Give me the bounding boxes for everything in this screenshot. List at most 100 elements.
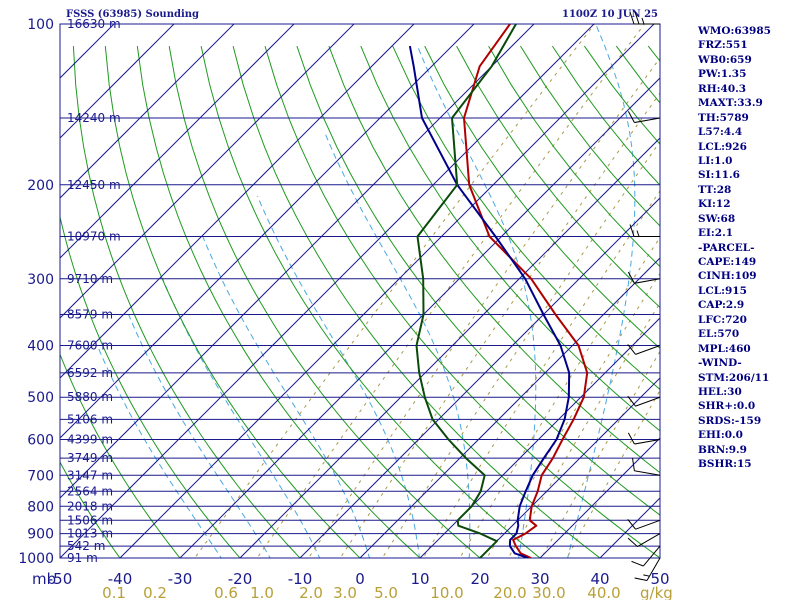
stat-line: EHI:0.0 <box>698 429 743 442</box>
wind-barb <box>634 557 661 582</box>
dry-adiabat <box>136 46 421 558</box>
isotherm <box>60 24 235 199</box>
temperature-tick-label: -10 <box>288 570 313 588</box>
wind-barb <box>631 545 661 567</box>
stat-line: RH:40.3 <box>698 82 747 95</box>
mixing-ratio-line <box>256 24 645 558</box>
temperature-tick-label: 30 <box>530 570 549 588</box>
stat-line: WMO:63985 <box>698 25 771 37</box>
isotherm <box>60 24 535 499</box>
pressure-tick-label: 1000 <box>18 551 54 567</box>
isobars <box>60 23 660 559</box>
wind-barb-staff <box>642 545 661 567</box>
dry-adiabat <box>264 45 660 558</box>
stat-line: FRZ:551 <box>698 39 748 52</box>
temperature-tick-label: 10 <box>410 570 429 588</box>
height-label: 16630 m <box>67 17 121 31</box>
height-label: 8579 m <box>67 308 113 322</box>
stat-line: MAXT:33.9 <box>698 97 763 110</box>
wind-barbs <box>627 11 661 582</box>
stat-line: SI:11.6 <box>698 169 740 182</box>
pressure-tick-label: 600 <box>27 433 54 449</box>
wind-barb-flag <box>627 271 635 284</box>
mixing-ratio-line <box>486 272 660 558</box>
stat-line: WB0:659 <box>698 53 752 66</box>
mixing-ratio-unit: g/kg <box>640 584 673 600</box>
dry-adiabat <box>60 353 181 558</box>
mixing-ratio-lines <box>194 24 660 558</box>
isotherm <box>179 77 660 558</box>
stat-line: LCL:926 <box>698 140 747 153</box>
wind-barb <box>627 518 661 530</box>
stat-line: HEL:30 <box>698 385 742 398</box>
stat-line: EI:2.1 <box>698 227 734 240</box>
mixing-ratio-label: 0.1 <box>102 584 126 600</box>
dry-adiabat <box>360 45 660 432</box>
height-label: 2018 m <box>67 499 113 513</box>
stat-line: LFC:720 <box>698 313 747 326</box>
wind-barb-halfflag <box>641 17 645 25</box>
stats-panel: WMO:63985 FRZ:551 WB0:659 PW:1.35 RH:40.3 MAX… <box>698 24 798 472</box>
dry-adiabat <box>424 45 660 349</box>
chart-title: FSSS (63985) Sounding <box>66 9 200 20</box>
dry-adiabat <box>60 461 121 558</box>
wind-barb <box>627 271 661 284</box>
stat-line: BRN:9.9 <box>698 443 747 456</box>
mixing-ratio-line <box>422 189 660 558</box>
height-label: 1506 m <box>67 513 113 527</box>
pressure-tick-label: 500 <box>27 390 54 406</box>
moist-adiabat <box>162 278 321 558</box>
stat-line: SRDS:-159 <box>698 414 762 427</box>
temperature-tick-label: -50 <box>48 570 73 588</box>
isotherm <box>60 24 175 139</box>
sounding-lines <box>408 24 589 558</box>
stat-line: CINH:109 <box>698 270 757 283</box>
wind-barb-staff <box>635 519 661 530</box>
dry-adiabat <box>328 45 660 474</box>
wind-barb-flag <box>629 11 635 25</box>
wind-barb-halfflag <box>643 574 650 577</box>
height-label: 3749 m <box>67 451 113 465</box>
pressure-tick-label: 700 <box>27 468 54 484</box>
height-label: 91 m <box>67 551 98 565</box>
stat-line: -PARCEL- <box>698 241 755 254</box>
stat-line: LI:1.0 <box>698 154 733 167</box>
dry-adiabat <box>72 46 301 558</box>
wind-barb-halfflag <box>636 230 640 237</box>
moist-adiabat <box>128 314 271 558</box>
isotherm <box>60 24 415 379</box>
stat-line: SHR+:0.0 <box>698 400 756 413</box>
wind-barb-flag <box>634 577 648 582</box>
height-label: 3147 m <box>67 468 113 482</box>
isotherm <box>60 24 295 259</box>
wind-barb <box>627 344 661 355</box>
isotherm <box>60 24 355 319</box>
mixing-ratio-line <box>507 302 660 558</box>
moist-adiabat <box>202 236 371 558</box>
mixing-ratio-line <box>540 350 660 558</box>
pressure-tick-label: 200 <box>27 178 54 194</box>
temperature-tick-label: 40 <box>590 570 609 588</box>
mixing-ratio-label: 3.0 <box>333 584 357 600</box>
isotherm <box>60 24 475 439</box>
dry-adiabat <box>200 45 541 558</box>
moist-adiabat <box>96 345 222 558</box>
wind-barb <box>627 395 661 407</box>
dry-adiabats <box>60 45 660 558</box>
wind-barb-flag <box>634 11 640 25</box>
temperature-tick-label: -20 <box>228 570 253 588</box>
height-label: 2564 m <box>67 484 113 498</box>
wind-barb-staff <box>634 439 661 445</box>
dry-adiabat <box>168 46 481 558</box>
wind-barb <box>627 111 661 124</box>
height-label: 542 m <box>67 539 105 553</box>
height-label: 12450 m <box>67 178 121 192</box>
wetbulb-line <box>415 24 517 558</box>
moist-adiabat <box>324 132 471 558</box>
plot-frame <box>59 23 661 559</box>
temperature-tick-label: -40 <box>108 570 133 588</box>
mixing-ratio-line <box>307 57 660 558</box>
stat-line: EL:570 <box>698 328 740 341</box>
height-label: 10970 m <box>67 229 121 243</box>
